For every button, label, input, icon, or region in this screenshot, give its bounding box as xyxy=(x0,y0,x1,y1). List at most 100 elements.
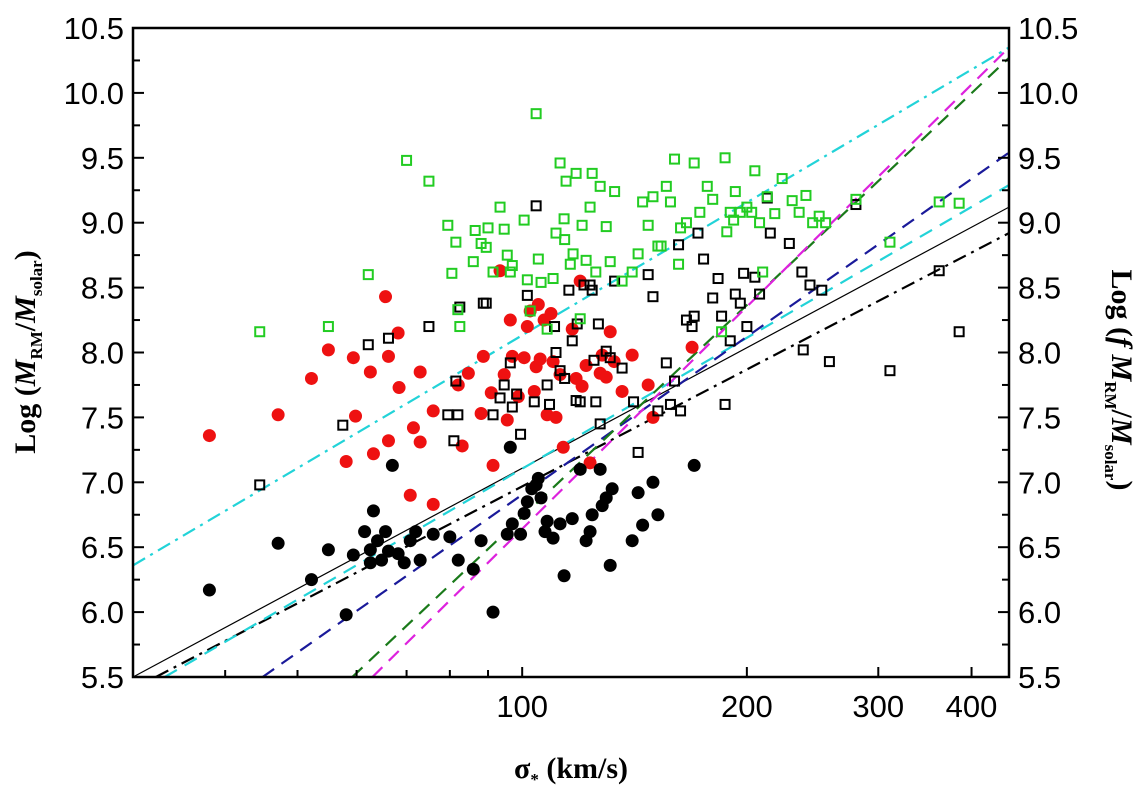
point-black-open xyxy=(480,297,492,309)
point-red-filled xyxy=(413,365,427,379)
point-black-open xyxy=(884,365,896,377)
fit-line-cyan-dashed xyxy=(164,184,1009,677)
point-black-open xyxy=(477,297,489,309)
point-black-open xyxy=(498,379,510,391)
point-green-open xyxy=(498,223,510,235)
point-black-open xyxy=(515,428,527,440)
point-red-filled xyxy=(366,447,380,461)
point-black-open xyxy=(604,352,616,364)
point-red-filled xyxy=(486,458,500,472)
y-left-tick-label: 8.5 xyxy=(81,271,124,306)
point-black-open xyxy=(566,335,578,347)
point-green-open xyxy=(574,313,586,325)
point-green-open xyxy=(541,323,553,335)
point-green-open xyxy=(586,167,598,179)
point-black-open xyxy=(647,291,659,303)
point-green-open xyxy=(570,167,582,179)
y-right-tick-label: 6.5 xyxy=(1018,530,1061,565)
point-black-filled xyxy=(553,517,567,531)
point-black-filled xyxy=(593,462,607,476)
point-green-open xyxy=(716,326,728,338)
data-points xyxy=(202,108,965,622)
point-black-open xyxy=(528,396,540,408)
point-black-filled xyxy=(636,518,650,532)
point-black-open xyxy=(506,401,518,413)
point-black-open xyxy=(592,318,604,330)
y-right-tick-label: 10.0 xyxy=(1018,76,1078,111)
point-green-open xyxy=(616,275,628,287)
point-black-filled xyxy=(651,508,665,522)
point-red-filled xyxy=(603,325,617,339)
point-red-filled xyxy=(304,371,318,385)
point-black-open xyxy=(729,288,741,300)
point-green-open xyxy=(423,175,435,187)
point-green-open xyxy=(701,180,713,192)
point-red-filled xyxy=(549,410,563,424)
point-green-open xyxy=(584,201,596,213)
point-black-filled xyxy=(346,548,360,562)
y-left-tick-label: 6.0 xyxy=(81,595,124,630)
point-green-open xyxy=(554,157,566,169)
point-red-filled xyxy=(517,351,531,365)
point-black-open xyxy=(544,398,556,410)
point-black-open xyxy=(494,392,506,404)
point-black-filled xyxy=(321,543,335,557)
point-red-filled xyxy=(426,497,440,511)
point-black-open xyxy=(382,332,394,344)
point-black-filled xyxy=(565,512,579,526)
point-black-filled xyxy=(202,583,216,597)
point-black-open xyxy=(337,419,349,431)
point-black-open xyxy=(716,310,728,322)
point-green-open xyxy=(637,196,649,208)
point-black-open xyxy=(688,310,700,322)
point-green-open xyxy=(442,219,454,231)
point-black-open xyxy=(574,396,586,408)
point-green-open xyxy=(721,226,733,238)
point-red-filled xyxy=(503,313,517,327)
point-green-open xyxy=(254,326,266,338)
point-green-open xyxy=(786,195,798,207)
y-right-tick-label: 9.5 xyxy=(1018,141,1061,176)
point-black-open xyxy=(796,266,808,278)
y-right-tick-label: 8.0 xyxy=(1018,336,1061,371)
point-black-filled xyxy=(540,514,554,528)
point-red-filled xyxy=(271,408,285,422)
plot-frame xyxy=(131,26,1011,679)
point-green-open xyxy=(559,234,571,246)
point-black-filled xyxy=(358,525,372,539)
point-red-filled xyxy=(511,390,525,404)
point-green-open xyxy=(807,217,819,229)
point-black-open xyxy=(754,288,766,300)
point-green-open xyxy=(953,197,965,209)
point-black-filled xyxy=(557,569,571,583)
point-green-open xyxy=(558,213,570,225)
point-black-filled xyxy=(375,553,389,567)
x-tick-label: 100 xyxy=(496,689,548,724)
point-black-open xyxy=(816,284,828,296)
point-black-open xyxy=(673,239,685,251)
point-black-open xyxy=(454,301,466,313)
axis-ticks: 100 200 300 400 5.5 5.5 6.0 6.0 6.5 6.5 7.0 7.0 7.5 7… xyxy=(64,11,1079,724)
point-black-open xyxy=(594,418,606,430)
point-black-filled xyxy=(366,504,380,518)
y-left-tick-label: 7.0 xyxy=(81,465,124,500)
point-green-open xyxy=(728,214,740,226)
point-black-open xyxy=(452,409,464,421)
point-red-filled xyxy=(497,368,511,382)
point-red-filled xyxy=(476,349,490,363)
point-red-filled xyxy=(615,384,629,398)
point-green-open xyxy=(729,186,741,198)
point-green-open xyxy=(694,206,706,218)
point-black-filled xyxy=(304,573,318,587)
point-black-filled xyxy=(531,471,545,485)
point-green-open xyxy=(590,266,602,278)
point-green-open xyxy=(719,152,731,164)
point-red-filled xyxy=(392,381,406,395)
x-tick-label: 400 xyxy=(946,689,998,724)
point-red-filled xyxy=(575,379,589,393)
point-black-filled xyxy=(605,482,619,496)
point-black-open xyxy=(953,326,965,338)
point-green-open xyxy=(362,269,374,281)
point-red-filled xyxy=(583,456,597,470)
point-black-open xyxy=(632,446,644,458)
